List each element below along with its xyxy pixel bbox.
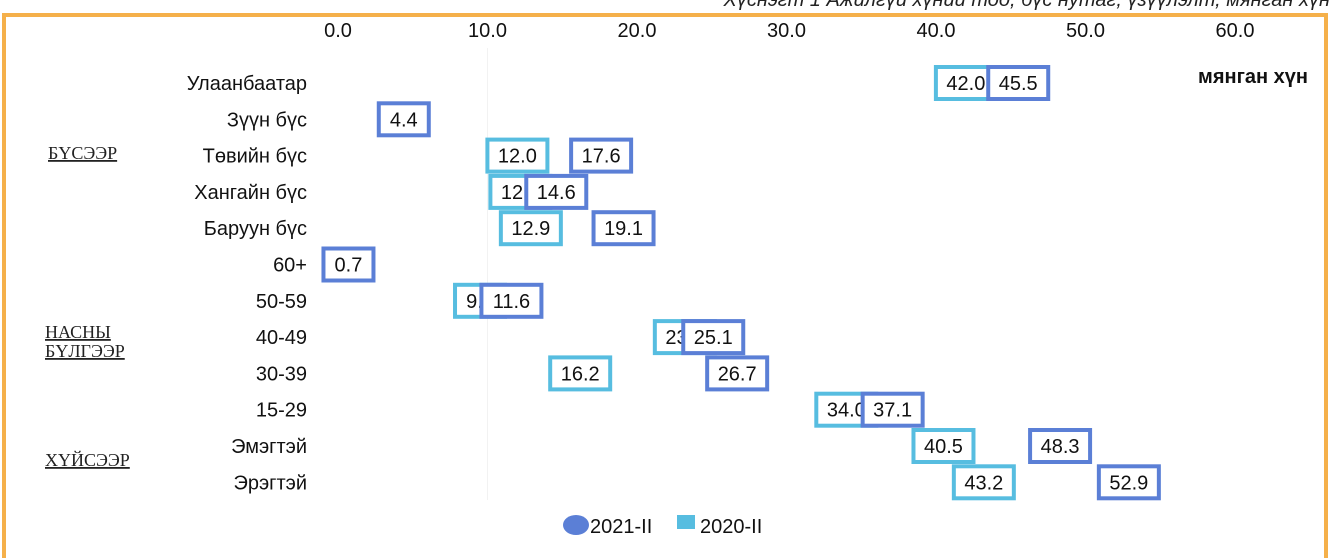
data-label: 12.0 bbox=[498, 146, 537, 168]
x-tick-label: 60.0 bbox=[1216, 20, 1255, 42]
data-point-s2021: 26.7 bbox=[705, 355, 770, 392]
legend-label-2020: 2020-II bbox=[700, 516, 762, 538]
data-point-s2020: 42.0 bbox=[933, 65, 998, 101]
data-box bbox=[376, 101, 431, 138]
data-point-s2021: 25.1 bbox=[681, 319, 746, 356]
data-label: 25.1 bbox=[694, 327, 733, 349]
group-label: БҮЛГЭЭР bbox=[45, 341, 125, 361]
data-box bbox=[498, 210, 563, 247]
data-box bbox=[986, 65, 1051, 101]
data-label: 12.9 bbox=[511, 218, 550, 240]
data-label: 26.7 bbox=[718, 363, 757, 385]
data-label: 17.6 bbox=[582, 146, 621, 168]
group-label: БҮСЭЭР bbox=[48, 143, 117, 163]
category-label: Зүүн бүс bbox=[227, 109, 307, 131]
data-point-s2020: 43.2 bbox=[951, 464, 1016, 501]
data-label: 40.5 bbox=[924, 436, 963, 458]
category-label: 30-39 bbox=[256, 363, 307, 385]
category-label: 60+ bbox=[273, 255, 307, 277]
category-label: 40-49 bbox=[256, 327, 307, 349]
x-tick-label: 40.0 bbox=[917, 20, 956, 42]
data-label: 45.5 bbox=[999, 73, 1038, 95]
data-point-s2020: 12.9 bbox=[498, 210, 563, 247]
category-label: Улаанбаатар bbox=[187, 73, 307, 95]
data-label: 14.6 bbox=[537, 182, 576, 204]
data-box bbox=[569, 137, 634, 174]
data-box bbox=[591, 210, 656, 247]
chart-frame bbox=[2, 13, 1328, 558]
legend-swatch-2021 bbox=[563, 515, 589, 535]
data-box bbox=[548, 355, 613, 392]
category-label: Эмэгтэй bbox=[231, 436, 307, 458]
data-box bbox=[933, 65, 998, 101]
legend: 2021-II 2020-II bbox=[563, 515, 762, 538]
dot-plot: 0.0 10.0 20.0 30.0 40.0 50.0 60.0 мянган хүн Ула… bbox=[45, 20, 1308, 538]
data-label: 42.0 bbox=[946, 73, 985, 95]
data-box bbox=[705, 355, 770, 392]
data-point-s2021: 19.1 bbox=[591, 210, 656, 247]
data-label: 19.1 bbox=[604, 218, 643, 240]
data-label: 0.7 bbox=[335, 255, 363, 277]
data-point-s2021: 17.6 bbox=[569, 137, 634, 174]
data-box bbox=[860, 391, 925, 428]
data-point-s2021: 52.9 bbox=[1096, 464, 1161, 501]
data-box bbox=[1028, 428, 1093, 464]
x-tick-label: 30.0 bbox=[767, 20, 806, 42]
category-label: 15-29 bbox=[256, 400, 307, 422]
data-label: 37.1 bbox=[873, 400, 912, 422]
data-point-s2021: 14.6 bbox=[524, 173, 589, 210]
x-tick-label: 0.0 bbox=[324, 20, 352, 42]
data-box bbox=[485, 137, 550, 174]
data-point-s2021: 11.6 bbox=[479, 282, 544, 319]
data-label: 48.3 bbox=[1041, 436, 1080, 458]
data-point-s2020: 16.2 bbox=[548, 355, 613, 392]
data-label: 4.4 bbox=[390, 109, 418, 131]
legend-label-2021: 2021-II bbox=[590, 516, 652, 538]
group-label: НАСНЫ bbox=[45, 322, 111, 342]
data-point-s2020: 12.0 bbox=[485, 137, 550, 174]
data-point-s2020: 40.5 bbox=[911, 428, 976, 464]
data-point-s2021: 37.1 bbox=[860, 391, 925, 428]
group-label: ХҮЙСЭЭР bbox=[45, 450, 130, 470]
x-tick-label: 50.0 bbox=[1066, 20, 1105, 42]
data-label: 34.0 bbox=[827, 400, 866, 422]
category-label: Эрэгтэй bbox=[233, 472, 307, 494]
data-point-s2021: 4.4 bbox=[376, 101, 431, 138]
unit-label: мянган хүн bbox=[1198, 66, 1308, 88]
data-box bbox=[681, 319, 746, 356]
data-box bbox=[321, 246, 376, 283]
data-point-s2021: 0.7 bbox=[321, 246, 376, 283]
data-box bbox=[951, 464, 1016, 501]
data-box bbox=[1096, 464, 1161, 501]
chart-caption: Хүснэгт 1 Ажилгүй хүний тоо, бүс нутаг, … bbox=[723, 0, 1330, 11]
data-label: 43.2 bbox=[964, 472, 1003, 494]
data-label: 52.9 bbox=[1109, 472, 1148, 494]
data-point-s2021: 45.5 bbox=[986, 65, 1051, 101]
data-point-s2021: 48.3 bbox=[1028, 428, 1093, 464]
legend-swatch-2020 bbox=[677, 515, 695, 529]
x-tick-label: 10.0 bbox=[468, 20, 507, 42]
data-label: 11.6 bbox=[493, 291, 530, 313]
category-label: 50-59 bbox=[256, 291, 307, 313]
data-label: 16.2 bbox=[561, 363, 600, 385]
category-label: Баруун бүс bbox=[204, 218, 307, 240]
category-label: Хангайн бүс bbox=[194, 182, 307, 204]
data-box bbox=[479, 282, 544, 319]
data-box bbox=[524, 173, 589, 210]
x-tick-label: 20.0 bbox=[618, 20, 657, 42]
data-box bbox=[911, 428, 976, 464]
category-label: Төвийн бүс bbox=[203, 146, 307, 168]
